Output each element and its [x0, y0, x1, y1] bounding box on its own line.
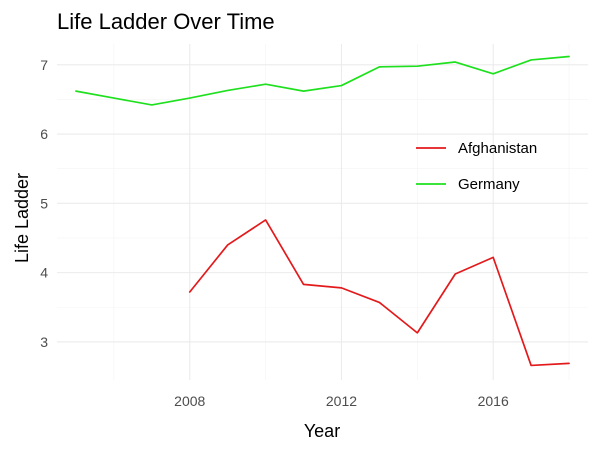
x-axis-title: Year: [304, 421, 340, 441]
minor-gridlines: [57, 44, 588, 380]
series-layer: [75, 55, 570, 367]
series-line-afghanistan: [188, 219, 570, 367]
y-tick-label: 5: [40, 195, 48, 211]
y-axis-title: Life Ladder: [12, 173, 32, 263]
series-line-germany: [75, 55, 570, 106]
legend-label-afghanistan: Afghanistan: [458, 140, 537, 157]
y-tick-label: 7: [40, 57, 48, 73]
x-tick-label: 2012: [326, 393, 357, 409]
y-tick-label: 6: [40, 126, 48, 142]
major-gridlines: [57, 44, 588, 380]
y-axis-ticks: 3 4 5 6 7: [40, 57, 48, 350]
y-tick-label: 3: [40, 334, 48, 350]
legend: Afghanistan Germany: [416, 140, 537, 193]
y-tick-label: 4: [40, 265, 48, 281]
x-tick-label: 2008: [174, 393, 205, 409]
chart-title: Life Ladder Over Time: [57, 9, 275, 34]
legend-label-germany: Germany: [458, 176, 520, 193]
x-tick-label: 2016: [478, 393, 509, 409]
x-axis-ticks: 2008 2012 2016: [174, 393, 509, 409]
